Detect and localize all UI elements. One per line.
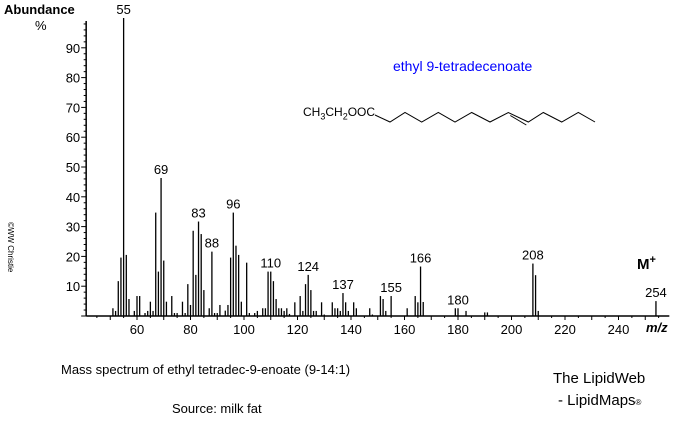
peak-bars bbox=[112, 18, 657, 316]
peak-label-69: 69 bbox=[154, 162, 168, 177]
x-tick-label: 80 bbox=[183, 322, 197, 337]
x-tick-label: 220 bbox=[554, 322, 576, 337]
x-tick-label: 160 bbox=[394, 322, 416, 337]
site-line2-text: - LipidMaps bbox=[558, 392, 636, 409]
copyright: ©WW Christie bbox=[6, 222, 15, 273]
x-tick-label: 200 bbox=[501, 322, 523, 337]
y-tick-label: 10 bbox=[66, 279, 80, 294]
chart-title: Mass spectrum of ethyl tetradec-9-enoate… bbox=[61, 362, 351, 377]
peak-label-254: 254 bbox=[645, 285, 667, 300]
peak-label-83: 83 bbox=[191, 206, 205, 221]
x-tick-label: 100 bbox=[233, 322, 255, 337]
subscript: 3 bbox=[320, 111, 326, 122]
y-tick-label: 30 bbox=[66, 220, 80, 235]
peak-label-137: 137 bbox=[332, 277, 354, 292]
x-tick-label: 240 bbox=[608, 322, 630, 337]
peak-label-166: 166 bbox=[410, 251, 432, 266]
peak-label-155: 155 bbox=[380, 280, 402, 295]
peak-label-88: 88 bbox=[205, 236, 219, 251]
y-tick-label: 90 bbox=[66, 41, 80, 56]
y-tick-label: 40 bbox=[66, 190, 80, 205]
structure-prefix: CH3CH2OOC bbox=[303, 105, 376, 122]
subscript: 2 bbox=[342, 111, 348, 122]
compound-name: ethyl 9-tetradecenoate bbox=[393, 58, 533, 74]
registered-mark: ® bbox=[635, 398, 642, 407]
axes: 10 20 30 40 50 60 70 80 90 60 80 100 120 140 160 180 200… bbox=[66, 20, 670, 337]
superscript-plus: + bbox=[649, 254, 656, 266]
double-bond bbox=[510, 115, 527, 126]
y-tick-label: 80 bbox=[66, 71, 80, 86]
x-tick-label: 120 bbox=[287, 322, 309, 337]
peak-label-208: 208 bbox=[522, 248, 544, 263]
y-tick-label: 20 bbox=[66, 249, 80, 264]
x-axis-title: m/z bbox=[646, 320, 668, 335]
x-tick-label: 180 bbox=[447, 322, 469, 337]
y-tick-label: 60 bbox=[66, 130, 80, 145]
site-line2: - LipidMaps® bbox=[558, 392, 641, 409]
y-axis-title: Abundance bbox=[4, 2, 75, 17]
peak-label-55: 55 bbox=[116, 2, 130, 17]
y-tick-label: 70 bbox=[66, 100, 80, 115]
peak-label-124: 124 bbox=[297, 259, 319, 274]
peak-label-180: 180 bbox=[447, 292, 469, 307]
chart-subtitle: Source: milk fat bbox=[172, 401, 262, 416]
peak-label-110: 110 bbox=[260, 256, 281, 271]
carbon-chain bbox=[374, 111, 596, 123]
x-tick-label: 60 bbox=[130, 322, 144, 337]
site-line1: The LipidWeb bbox=[553, 370, 646, 387]
y-tick-label: 50 bbox=[66, 160, 80, 175]
molecular-ion-annotation: M+ bbox=[637, 254, 656, 273]
x-tick-label: 140 bbox=[340, 322, 362, 337]
y-axis-unit: % bbox=[35, 18, 47, 33]
chemical-structure bbox=[374, 111, 596, 126]
molecular-ion-text: M+ bbox=[637, 254, 656, 273]
peak-label-96: 96 bbox=[226, 197, 240, 212]
